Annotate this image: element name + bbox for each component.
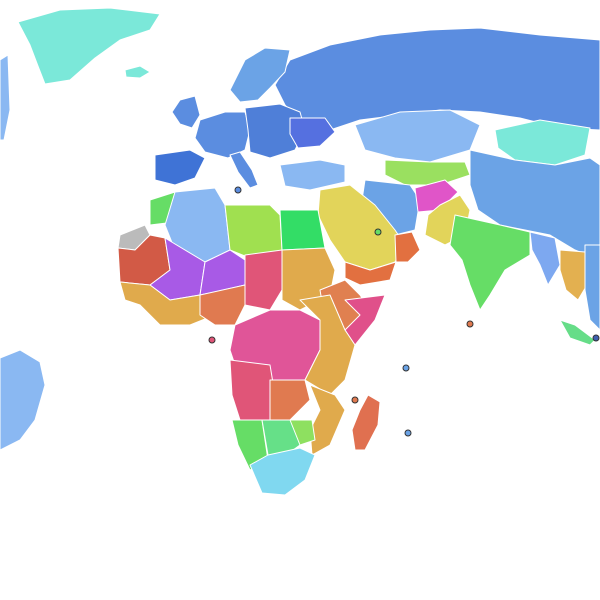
yemen [344,261,397,286]
iceland [124,65,151,79]
mozambique [309,384,346,456]
iberia [154,149,206,186]
south-america [0,349,46,451]
india [449,214,531,311]
oman [394,231,421,263]
west-africa-coast [119,281,216,326]
comoros-marker [351,396,359,404]
bahrain-marker [374,228,382,236]
scandinavia [229,47,291,103]
central-asia [384,159,471,186]
sao-tome-marker [208,336,216,344]
ukraine-belarus [289,117,336,149]
western-europe [194,111,251,159]
sumatra [559,319,596,346]
mongolia [494,119,591,166]
greenland [17,7,161,85]
angola [229,359,276,421]
seychelles-marker [402,364,410,372]
singapore-marker [592,334,600,342]
italy [229,151,259,189]
zambia [269,379,311,421]
egypt [279,209,326,251]
east-africa [299,294,356,396]
china [469,149,600,261]
maldives-marker [466,320,474,328]
malta-marker [234,186,242,194]
north-america-east [0,54,11,141]
turkey [279,159,346,191]
mauritius-marker [404,429,412,437]
south-africa [249,447,316,496]
madagascar [351,394,381,451]
uk-ireland [171,95,201,129]
southeast-asia [584,244,600,331]
zimbabwe [289,419,316,446]
myanmar [529,231,561,286]
